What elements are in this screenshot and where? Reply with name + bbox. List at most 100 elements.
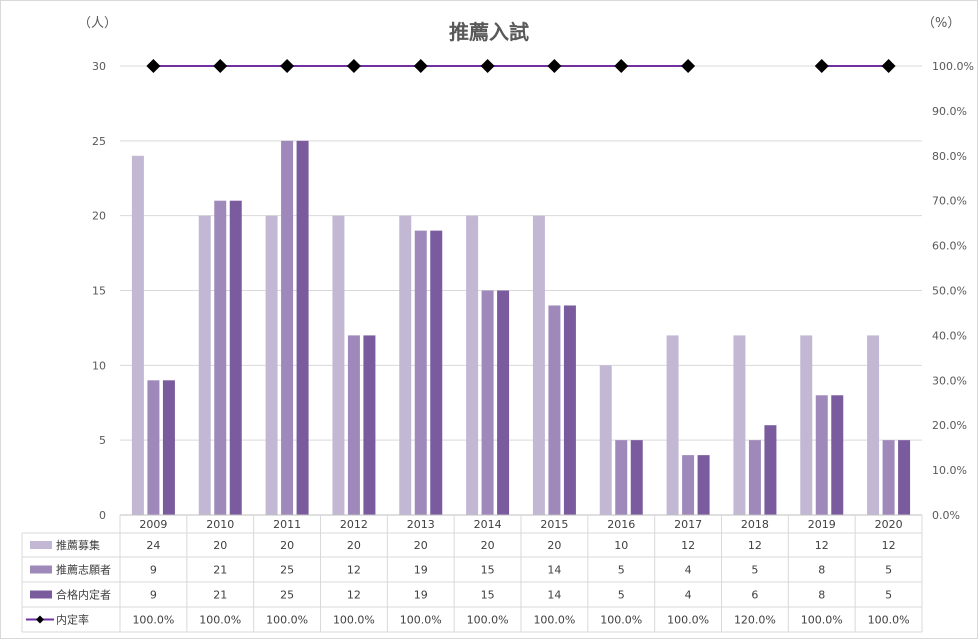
table-cell: 20	[481, 539, 495, 552]
table-cell: 20	[280, 539, 294, 552]
bar	[898, 440, 911, 515]
legend-label: 推薦志願者	[56, 563, 111, 577]
bar	[815, 395, 828, 515]
table-cell: 100.0%	[400, 614, 442, 627]
bar	[265, 215, 278, 515]
y2-tick-label: 10.0%	[932, 464, 967, 477]
bar	[363, 335, 376, 515]
bar	[831, 395, 844, 515]
table-cell: 100.0%	[600, 614, 642, 627]
x-tick-label: 2010	[206, 518, 234, 531]
rate-marker	[480, 59, 495, 73]
table-cell: 5	[751, 564, 758, 577]
rate-marker	[413, 59, 428, 73]
bar	[214, 200, 227, 515]
table-cell: 6	[751, 589, 758, 602]
table-cell: 10	[614, 539, 628, 552]
table-cell: 15	[481, 564, 495, 577]
y2-tick-label: 20.0%	[932, 419, 967, 432]
y-tick-label: 25	[92, 135, 106, 148]
legend-key	[30, 590, 52, 599]
table-cell: 12	[748, 539, 762, 552]
bar	[430, 230, 443, 515]
bar	[682, 455, 695, 515]
y-tick-label: 15	[92, 285, 106, 298]
table-cell: 21	[213, 564, 227, 577]
x-tick-label: 2013	[407, 518, 435, 531]
table-cell: 25	[280, 564, 294, 577]
y2-tick-label: 50.0%	[932, 285, 967, 298]
bar	[414, 230, 427, 515]
y2-tick-label: 30.0%	[932, 374, 967, 387]
table-cell: 14	[547, 564, 561, 577]
table-cell: 100.0%	[868, 614, 910, 627]
x-tick-label: 2018	[741, 518, 769, 531]
x-tick-label: 2019	[808, 518, 836, 531]
bar	[229, 200, 242, 515]
bar	[548, 305, 561, 515]
table-cell: 15	[481, 589, 495, 602]
table-cell: 21	[213, 589, 227, 602]
bar	[481, 290, 494, 515]
bar	[162, 380, 175, 515]
table-cell: 20	[414, 539, 428, 552]
rate-marker	[681, 59, 696, 73]
x-tick-label: 2011	[273, 518, 301, 531]
table-cell: 12	[347, 564, 361, 577]
legend-key-marker	[36, 615, 44, 624]
rate-marker	[146, 59, 161, 73]
table-cell: 20	[547, 539, 561, 552]
rate-marker	[547, 59, 562, 73]
bar	[147, 380, 160, 515]
table-cell: 5	[885, 564, 892, 577]
y-tick-label: 20	[92, 210, 106, 223]
table-cell: 12	[815, 539, 829, 552]
bar	[281, 140, 294, 516]
rate-marker	[346, 59, 361, 73]
table-cell: 5	[885, 589, 892, 602]
y-tick-label: 0	[99, 509, 106, 522]
legend-label: 合格内定者	[56, 588, 111, 602]
table-cell: 8	[818, 589, 825, 602]
bar	[497, 290, 510, 515]
left-axis-unit: （人）	[78, 16, 118, 31]
bar	[748, 440, 761, 515]
bar	[563, 305, 576, 515]
table-cell: 100.0%	[333, 614, 375, 627]
bar	[296, 140, 309, 516]
table-cell: 14	[547, 589, 561, 602]
bar	[532, 215, 545, 515]
legend-key	[30, 541, 52, 549]
table-cell: 100.0%	[199, 614, 241, 627]
bar	[131, 155, 144, 516]
table-cell: 12	[882, 539, 896, 552]
bar	[630, 440, 643, 515]
x-tick-label: 2012	[340, 518, 368, 531]
table-cell: 19	[414, 564, 428, 577]
x-tick-label: 2016	[607, 518, 635, 531]
bar	[332, 215, 345, 515]
table-cell: 4	[685, 564, 692, 577]
bar	[615, 440, 628, 515]
rate-marker	[280, 59, 295, 73]
x-tick-label: 2020	[875, 518, 903, 531]
bar	[666, 335, 679, 515]
table-cell: 24	[146, 539, 160, 552]
table-cell: 4	[685, 589, 692, 602]
rate-marker	[881, 59, 896, 73]
table-cell: 100.0%	[132, 614, 174, 627]
x-tick-label: 2014	[474, 518, 502, 531]
table-cell: 12	[681, 539, 695, 552]
table-cell: 20	[347, 539, 361, 552]
table-cell: 9	[150, 589, 157, 602]
x-tick-label: 2009	[139, 518, 167, 531]
y2-tick-label: 80.0%	[932, 150, 967, 163]
table-cell: 5	[618, 564, 625, 577]
legend-key	[30, 565, 52, 574]
rate-marker	[814, 59, 829, 73]
y-tick-label: 30	[92, 60, 106, 73]
table-cell: 20	[213, 539, 227, 552]
legend-label: 内定率	[56, 613, 89, 627]
